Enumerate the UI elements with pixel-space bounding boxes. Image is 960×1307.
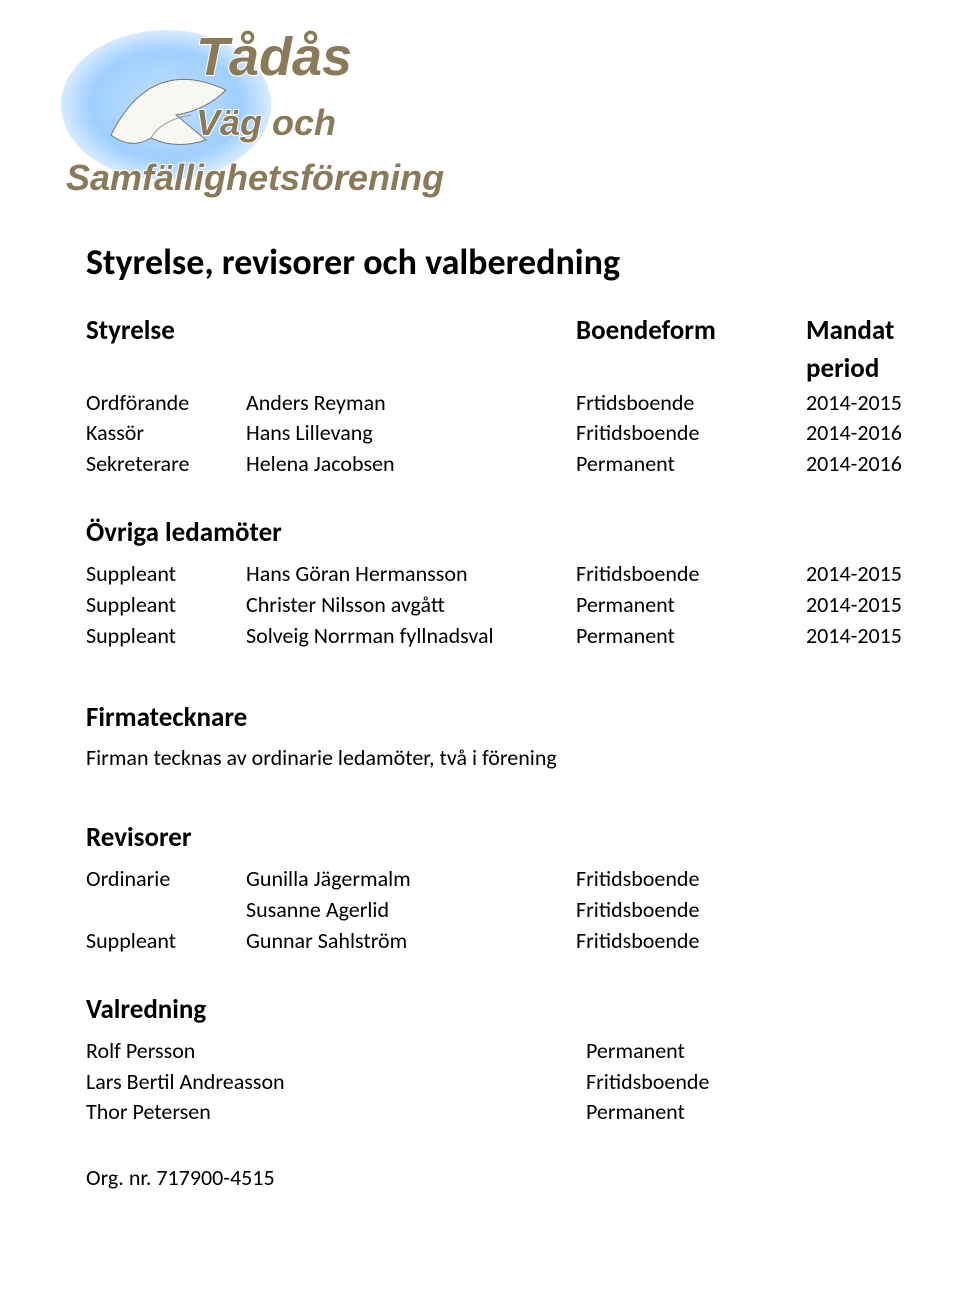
firma-heading: Firmatecknare [86, 701, 930, 734]
document-page: Tådås Väg och Samfällighetsförening Styr… [0, 0, 960, 1307]
form-cell: Permanent [576, 590, 806, 621]
name-cell: Hans Göran Hermansson [246, 559, 576, 590]
form-cell: Permanent [576, 621, 806, 652]
ovriga-heading: Övriga ledamöter [86, 516, 930, 549]
table-row: Kassör Hans Lillevang Fritidsboende 2014… [86, 418, 930, 449]
period-cell: 2014-2015 [806, 590, 930, 621]
name-cell: Gunilla Jägermalm [246, 864, 576, 895]
styrelse-heading: Styrelse [86, 312, 246, 388]
name-cell: Anders Reyman [246, 388, 576, 419]
styrelse-header-row: Styrelse Boendeform Mandat period [86, 312, 930, 388]
footer-org-nr: Org. nr. 717900-4515 [86, 1164, 930, 1191]
form-cell: Permanent [396, 1097, 930, 1128]
table-row: Thor Petersen Permanent [86, 1097, 930, 1128]
form-cell: Permanent [396, 1036, 930, 1067]
section-styrelse: Styrelse Boendeform Mandat period Ordför… [86, 312, 930, 480]
logo-svg: Tådås Väg och Samfällighetsförening [56, 20, 456, 220]
table-row: Rolf Persson Permanent [86, 1036, 930, 1067]
form-cell: Frtidsboende [576, 388, 806, 419]
revisorer-heading: Revisorer [86, 821, 930, 854]
name-cell: Lars Bertil Andreasson [86, 1067, 396, 1098]
role-cell: Suppleant [86, 559, 246, 590]
table-row: Suppleant Hans Göran Hermansson Fritidsb… [86, 559, 930, 590]
table-row: Susanne Agerlid Fritidsboende [86, 895, 930, 926]
section-revisorer: Revisorer Ordinarie Gunilla Jägermalm Fr… [86, 821, 930, 956]
logo-text-line2: Väg och [196, 102, 336, 143]
name-cell: Solveig Norrman fyllnadsval [246, 621, 576, 652]
role-cell: Suppleant [86, 621, 246, 652]
role-cell: Kassör [86, 418, 246, 449]
form-cell: Fritidsboende [576, 559, 806, 590]
role-cell: Suppleant [86, 926, 246, 957]
name-cell: Christer Nilsson avgått [246, 590, 576, 621]
period-cell: 2014-2016 [806, 449, 930, 480]
firma-text: Firman tecknas av ordinarie ledamöter, t… [86, 744, 930, 771]
role-cell: Ordinarie [86, 864, 246, 895]
logo-text-line3: Samfällighetsförening [66, 157, 444, 198]
table-row: Sekreterare Helena Jacobsen Permanent 20… [86, 449, 930, 480]
section-valredning: Valredning Rolf Persson Permanent Lars B… [86, 993, 930, 1128]
logo-text-line1: Tådås [196, 27, 352, 87]
form-cell: Permanent [576, 449, 806, 480]
role-cell: Ordförande [86, 388, 246, 419]
table-row: Ordförande Anders Reyman Frtidsboende 20… [86, 388, 930, 419]
name-cell: Hans Lillevang [246, 418, 576, 449]
name-cell: Thor Petersen [86, 1097, 396, 1128]
role-cell: Suppleant [86, 590, 246, 621]
table-row: Suppleant Solveig Norrman fyllnadsval Pe… [86, 621, 930, 652]
form-cell: Fritidsboende [396, 1067, 930, 1098]
form-cell: Fritidsboende [576, 926, 806, 957]
name-cell: Susanne Agerlid [246, 895, 576, 926]
name-cell: Rolf Persson [86, 1036, 396, 1067]
period-cell: 2014-2015 [806, 621, 930, 652]
role-cell: Sekreterare [86, 449, 246, 480]
period-cell: 2014-2015 [806, 388, 930, 419]
page-title: Styrelse, revisorer och valberedning [86, 240, 930, 284]
period-cell: 2014-2015 [806, 559, 930, 590]
table-row: Ordinarie Gunilla Jägermalm Fritidsboend… [86, 864, 930, 895]
name-cell: Gunnar Sahlström [246, 926, 576, 957]
valredning-heading: Valredning [86, 993, 930, 1026]
table-row: Suppleant Christer Nilsson avgått Perman… [86, 590, 930, 621]
section-ovriga: Övriga ledamöter Suppleant Hans Göran He… [86, 516, 930, 651]
name-cell: Helena Jacobsen [246, 449, 576, 480]
form-cell: Fritidsboende [576, 418, 806, 449]
form-cell: Fritidsboende [576, 895, 806, 926]
table-row: Lars Bertil Andreasson Fritidsboende [86, 1067, 930, 1098]
section-firma: Firmatecknare Firman tecknas av ordinari… [86, 701, 930, 771]
form-cell: Fritidsboende [576, 864, 806, 895]
col-boendeform: Boendeform [576, 312, 806, 388]
col-mandat-period: Mandat period [806, 312, 930, 388]
period-cell: 2014-2016 [806, 418, 930, 449]
role-cell [86, 895, 246, 926]
logo-area: Tådås Väg och Samfällighetsförening [86, 20, 930, 210]
table-row: Suppleant Gunnar Sahlström Fritidsboende [86, 926, 930, 957]
